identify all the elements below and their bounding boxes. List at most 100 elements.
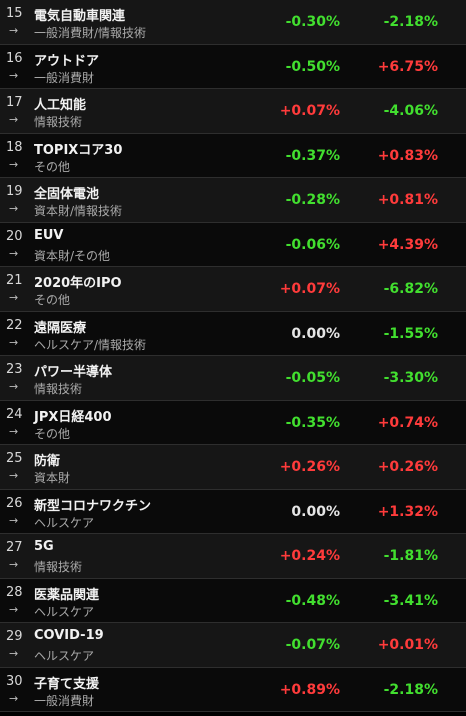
trend-arrow-icon: → — [9, 691, 19, 705]
period-change: +6.75% — [377, 58, 438, 75]
theme-name[interactable]: TOPIXコア30 — [34, 142, 123, 158]
trend-arrow-icon: → — [9, 602, 19, 616]
rank-number: 29 — [6, 629, 23, 644]
theme-category: その他 — [34, 293, 71, 307]
list-item[interactable]: 16 → アウトドア 一般消費財 -0.50% +6.75% — [0, 44, 466, 89]
daily-change: -0.50% — [285, 58, 340, 75]
daily-change: +0.07% — [279, 281, 340, 297]
theme-name[interactable]: 2020年のIPO — [34, 276, 122, 291]
rank-number: 30 — [6, 673, 23, 689]
theme-category: その他 — [34, 426, 71, 441]
list-item[interactable]: 15 → 電気自動車関連 一般消費財/情報技術 -0.30% -2.18% — [0, 0, 466, 45]
period-change: +0.01% — [377, 637, 438, 653]
theme-name[interactable]: JPX日経400 — [34, 409, 112, 425]
daily-change: +0.24% — [279, 548, 340, 564]
theme-name[interactable]: アウトドア — [34, 53, 100, 69]
period-change: +4.39% — [377, 236, 438, 253]
period-change: +0.81% — [377, 192, 438, 208]
theme-name[interactable]: 5G — [34, 539, 54, 554]
rank-number: 16 — [6, 50, 23, 66]
rank-number: 20 — [6, 228, 23, 244]
theme-category: 情報技術 — [34, 115, 83, 129]
daily-change: -0.37% — [285, 147, 340, 164]
theme-name[interactable]: COVID-19 — [34, 628, 104, 643]
daily-change: -0.28% — [285, 192, 340, 208]
rank-number: 15 — [6, 6, 23, 21]
daily-change: 0.00% — [291, 325, 340, 342]
theme-name[interactable]: 全固体電池 — [34, 187, 100, 202]
trend-arrow-icon: → — [9, 202, 19, 215]
daily-change: 0.00% — [291, 503, 340, 520]
trend-arrow-icon: → — [9, 513, 19, 527]
list-item[interactable]: 23 → パワー半導体 情報技術 -0.05% -3.30% — [0, 356, 466, 401]
rank-number: 23 — [6, 362, 23, 377]
theme-category: ヘルスケア — [34, 649, 95, 663]
list-item[interactable]: 19 → 全固体電池資本財/情報技術 -0.28% +0.81% — [0, 178, 466, 223]
list-item[interactable]: 26 → 新型コロナワクチン ヘルスケア 0.00% +1.32% — [0, 489, 466, 534]
list-item[interactable]: 21 → 2020年のIPO その他 +0.07% -6.82% — [0, 267, 466, 312]
theme-category: ヘルスケア — [34, 604, 95, 619]
rank-number: 28 — [6, 584, 23, 600]
theme-category: その他 — [34, 159, 71, 174]
theme-category: 一般消費財 — [34, 70, 95, 85]
trend-arrow-icon: → — [9, 157, 19, 171]
daily-change: -0.05% — [285, 370, 340, 386]
theme-category: 資本財/情報技術 — [34, 204, 123, 218]
rank-number: 25 — [6, 451, 23, 466]
theme-name[interactable]: 新型コロナワクチン — [34, 498, 152, 514]
period-change: +0.74% — [377, 414, 438, 431]
rank-number: 22 — [6, 317, 23, 333]
theme-category: 情報技術 — [34, 560, 83, 574]
trend-arrow-icon: → — [9, 558, 19, 571]
rank-number: 18 — [6, 139, 23, 155]
theme-name[interactable]: 電気自動車関連 — [34, 9, 126, 24]
rank-number: 19 — [6, 184, 23, 199]
trend-arrow-icon: → — [9, 335, 19, 349]
list-item[interactable]: 20 → EUV 資本財/その他 -0.06% +4.39% — [0, 222, 466, 267]
daily-change: +0.89% — [279, 681, 340, 698]
period-change: -4.06% — [383, 103, 438, 119]
theme-category: ヘルスケア — [34, 515, 95, 530]
theme-category: 資本財 — [34, 471, 71, 485]
period-change: +0.83% — [377, 147, 438, 164]
period-change: -6.82% — [383, 281, 438, 297]
daily-change: -0.35% — [285, 414, 340, 431]
trend-arrow-icon: → — [9, 24, 19, 37]
theme-name[interactable]: 子育て支援 — [34, 676, 100, 692]
period-change: +0.26% — [377, 459, 438, 475]
theme-name[interactable]: 防衛 — [34, 454, 61, 469]
list-item[interactable]: 30 → 子育て支援 一般消費財 +0.89% -2.18% — [0, 667, 466, 712]
theme-name[interactable]: 遠隔医療 — [34, 320, 87, 336]
period-change: -1.81% — [383, 548, 438, 564]
theme-name[interactable]: EUV — [34, 227, 64, 243]
theme-name[interactable]: 人工知能 — [34, 98, 87, 113]
trend-arrow-icon: → — [9, 424, 19, 438]
theme-name[interactable]: 医薬品関連 — [34, 587, 100, 603]
list-item[interactable]: 17 → 人工知能 情報技術 +0.07% -4.06% — [0, 89, 466, 134]
theme-category: 資本財/その他 — [34, 248, 111, 263]
daily-change: -0.30% — [285, 14, 340, 30]
list-item[interactable]: 28 → 医薬品関連 ヘルスケア -0.48% -3.41% — [0, 578, 466, 623]
list-item[interactable]: 29 → COVID-19 ヘルスケア -0.07% +0.01% — [0, 623, 466, 668]
daily-change: +0.26% — [279, 459, 340, 475]
period-change: -1.55% — [383, 325, 438, 342]
daily-change: -0.06% — [285, 236, 340, 253]
rank-number: 26 — [6, 495, 23, 511]
list-item[interactable]: 27 → 5G 情報技術 +0.24% -1.81% — [0, 534, 466, 579]
theme-category: 一般消費財 — [34, 693, 95, 708]
list-item[interactable]: 24 → JPX日経400 その他 -0.35% +0.74% — [0, 400, 466, 445]
trend-arrow-icon: → — [9, 246, 19, 260]
rank-number: 17 — [6, 95, 23, 110]
period-change: -2.18% — [383, 681, 438, 698]
period-change: -3.41% — [383, 592, 438, 609]
trend-arrow-icon: → — [9, 380, 19, 393]
rank-number: 21 — [6, 273, 23, 288]
list-item[interactable]: 25 → 防衛 資本財 +0.26% +0.26% — [0, 445, 466, 490]
list-item[interactable]: 18 → TOPIXコア30 その他 -0.37% +0.83% — [0, 133, 466, 178]
theme-name[interactable]: パワー半導体 — [34, 365, 113, 380]
theme-category: ヘルスケア/情報技術 — [34, 337, 147, 352]
trend-arrow-icon: → — [9, 113, 19, 126]
list-item[interactable]: 22 → 遠隔医療 ヘルスケア/情報技術 0.00% -1.55% — [0, 311, 466, 356]
period-change: +1.32% — [377, 503, 438, 520]
